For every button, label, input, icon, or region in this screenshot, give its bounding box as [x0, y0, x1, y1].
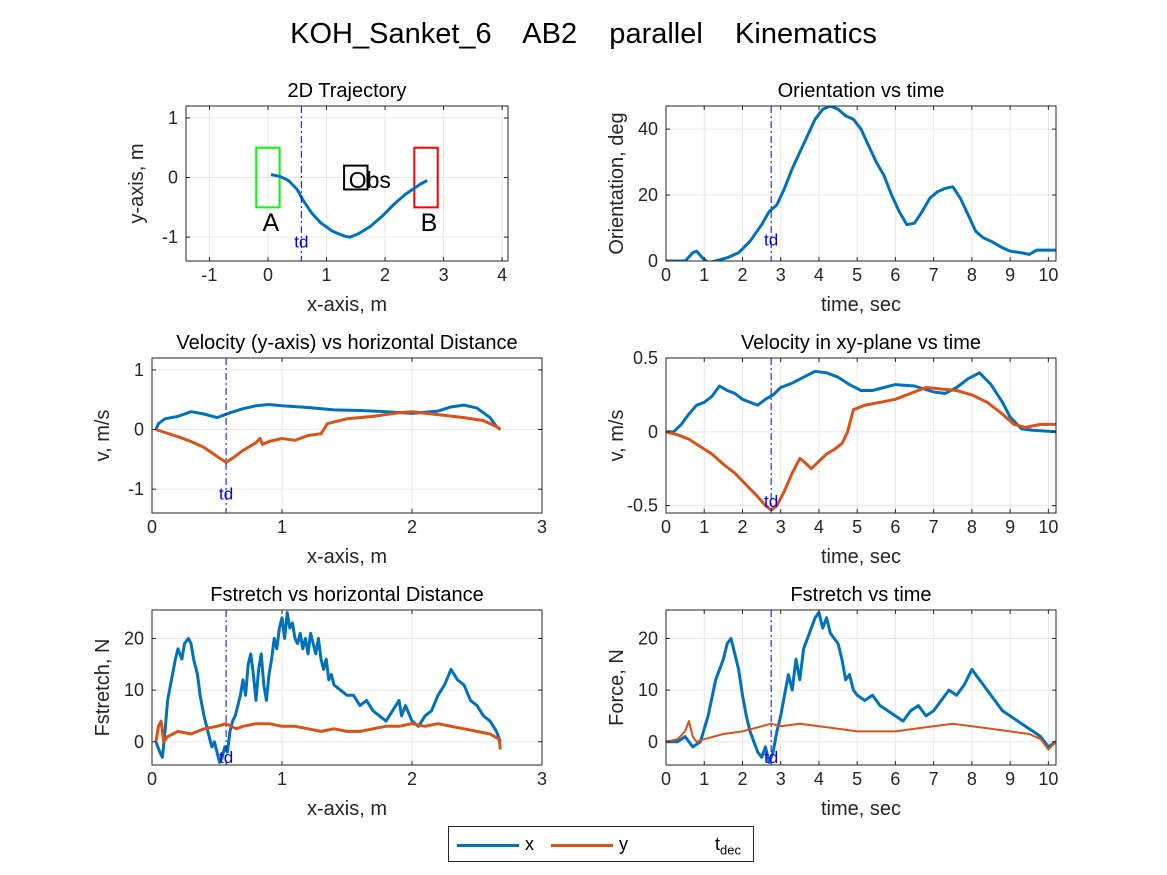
legend-label-y: y	[619, 834, 628, 854]
legend-item-tdec: tdec	[645, 827, 753, 863]
legend-item-x: x	[457, 827, 547, 863]
x-tick-label: -1	[201, 265, 217, 285]
chart-title: 2D Trajectory	[288, 80, 407, 102]
series-line-x	[270, 173, 428, 239]
legend-label-x: x	[525, 834, 534, 854]
y-tick-label: 1	[168, 108, 178, 128]
obs-box-label: Obs	[349, 167, 391, 193]
y-tick-label: 0	[168, 168, 178, 188]
x-tick-label: 3	[439, 265, 449, 285]
axes-traj: td A B Obs -1 0 1 2 3 4 -1 0 1 2D Trajectory x-axis, m…	[126, 80, 509, 316]
axes-frame	[185, 105, 509, 262]
x-tick-label: 1	[322, 265, 332, 285]
y-axis-label: y-axis, m	[126, 144, 148, 224]
x-tick-label: 4	[497, 265, 507, 285]
legend-label-tdec-sub: dec	[720, 842, 741, 858]
end-box	[413, 146, 439, 209]
end-box-label: B	[421, 209, 438, 237]
y-tick-label: -1	[162, 227, 178, 247]
x-tick-label: 0	[263, 265, 273, 285]
legend-line-y	[551, 844, 613, 847]
x-tick-label: 2	[380, 265, 390, 285]
legend-item-y: y	[551, 827, 641, 863]
legend-label-tdec-main: t	[715, 834, 721, 854]
start-box-label: A	[263, 209, 280, 237]
figure-title: KOH_Sanket_6 AB2 parallel Kinematics	[290, 18, 877, 50]
legend-line-x	[457, 844, 519, 847]
obs-box	[343, 164, 369, 191]
legend-label-tdec: tdec	[715, 834, 741, 858]
tdec-label: td	[294, 233, 308, 252]
x-axis-label: x-axis, m	[307, 294, 387, 316]
legend: x y tdec	[448, 826, 754, 862]
